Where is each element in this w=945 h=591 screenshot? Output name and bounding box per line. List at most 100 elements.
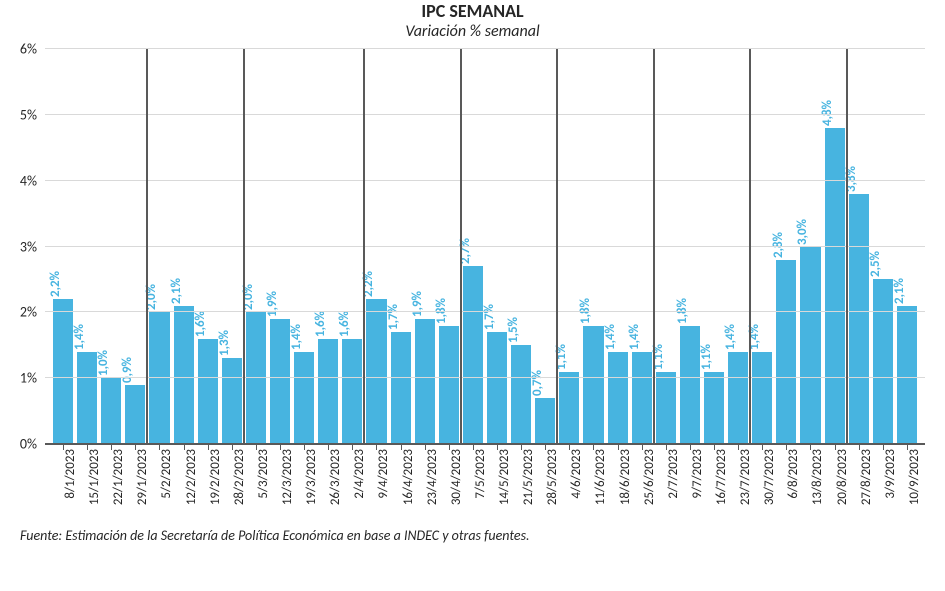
bar-slot: 2,0% (244, 49, 268, 444)
x-tick: 14/5/2023 (485, 445, 509, 527)
bar-slot: 2,8% (774, 49, 798, 444)
bar: 1,7% (391, 332, 411, 444)
gridline (45, 443, 925, 444)
plot-area: 2,2%1,4%1,0%0,9%2,0%2,1%1,6%1,3%2,0%1,9%… (45, 49, 925, 445)
bar: 2,2% (53, 299, 73, 444)
bar-slot: 1,3% (220, 49, 244, 444)
bar-value-label: 1,6% (313, 311, 328, 337)
bar-value-label: 2,2% (48, 271, 63, 297)
bar-value-label: 1,1% (699, 344, 714, 370)
bars: 2,2%1,4%1,0%0,9%2,0%2,1%1,6%1,3%2,0%1,9%… (45, 49, 925, 444)
gridline (45, 180, 925, 181)
bar: 2,0% (149, 312, 169, 444)
bar: 2,2% (366, 299, 386, 444)
bar-value-label: 0,9% (120, 357, 135, 383)
bar-value-label: 2,1% (169, 278, 184, 304)
x-tick: 25/6/2023 (630, 445, 654, 527)
x-tick: 22/1/2023 (99, 445, 123, 527)
bar-slot: 1,4% (726, 49, 750, 444)
bar-value-label: 1,6% (337, 311, 352, 337)
x-tick: 19/3/2023 (292, 445, 316, 527)
bar-value-label: 2,1% (892, 278, 907, 304)
month-separator (556, 49, 558, 444)
bar-slot: 1,9% (268, 49, 292, 444)
bar-value-label: 1,3% (217, 330, 232, 356)
bar: 1,8% (680, 326, 700, 445)
x-tick: 16/4/2023 (389, 445, 413, 527)
bar-value-label: 1,4% (289, 324, 304, 350)
bar-slot: 1,8% (581, 49, 605, 444)
y-tick-label: 6% (20, 41, 45, 58)
x-tick: 27/8/2023 (847, 445, 871, 527)
bar-value-label: 1,0% (96, 350, 111, 376)
month-separator (146, 49, 148, 444)
bar-slot: 1,9% (413, 49, 437, 444)
bar-slot: 2,1% (895, 49, 919, 444)
bar: 4,8% (825, 128, 845, 444)
x-tick: 28/2/2023 (220, 445, 244, 527)
bar-slot: 0,7% (533, 49, 557, 444)
x-tick: 13/8/2023 (798, 445, 822, 527)
month-separator (363, 49, 365, 444)
bar: 1,8% (439, 326, 459, 445)
bar-slot: 1,1% (654, 49, 678, 444)
x-tick: 23/4/2023 (413, 445, 437, 527)
bar: 1,1% (559, 372, 579, 444)
x-axis: 8/1/202315/1/202322/1/202329/1/20235/2/2… (45, 445, 925, 527)
bar-slot: 2,5% (871, 49, 895, 444)
bar-slot: 1,6% (316, 49, 340, 444)
chart-container: IPC SEMANAL Variación % semanal 2,2%1,4%… (0, 0, 945, 591)
bar-value-label: 1,6% (193, 311, 208, 337)
x-tick: 30/4/2023 (437, 445, 461, 527)
bar: 0,7% (535, 398, 555, 444)
month-separator (243, 49, 245, 444)
month-separator (749, 49, 751, 444)
bar-value-label: 1,9% (410, 291, 425, 317)
bar-value-label: 1,4% (603, 324, 618, 350)
chart-title: IPC SEMANAL (0, 0, 945, 22)
x-tick: 9/4/2023 (364, 445, 388, 527)
month-separator (653, 49, 655, 444)
x-tick: 11/6/2023 (581, 445, 605, 527)
bar: 1,9% (270, 319, 290, 444)
x-tick: 10/9/2023 (895, 445, 919, 527)
bar: 1,4% (608, 352, 628, 444)
bar: 1,6% (198, 339, 218, 444)
x-tick: 18/6/2023 (606, 445, 630, 527)
bar-value-label: 1,4% (72, 324, 87, 350)
bar-slot: 1,1% (557, 49, 581, 444)
x-tick: 29/1/2023 (123, 445, 147, 527)
bar-value-label: 1,5% (506, 317, 521, 343)
bar: 2,7% (463, 266, 483, 444)
gridline (45, 311, 925, 312)
x-tick-label: 10/9/2023 (907, 449, 922, 505)
bar-slot: 4,8% (823, 49, 847, 444)
bar: 1,4% (728, 352, 748, 444)
bar-slot: 1,6% (196, 49, 220, 444)
x-tick: 4/6/2023 (557, 445, 581, 527)
bar: 1,1% (704, 372, 724, 444)
bar-slot: 2,7% (461, 49, 485, 444)
bar-value-label: 0,7% (530, 370, 545, 396)
bar: 1,4% (632, 352, 652, 444)
y-tick-label: 2% (20, 304, 45, 321)
bar-value-label: 1,7% (482, 304, 497, 330)
x-tick: 9/7/2023 (678, 445, 702, 527)
y-tick-label: 3% (20, 238, 45, 255)
chart-subtitle: Variación % semanal (0, 22, 945, 41)
bar-slot: 1,4% (606, 49, 630, 444)
bar-slot: 2,2% (364, 49, 388, 444)
bar-slot: 2,2% (51, 49, 75, 444)
bar-value-label: 1,7% (386, 304, 401, 330)
bar-slot: 0,9% (123, 49, 147, 444)
source-note: Fuente: Estimación de la Secretaría de P… (20, 527, 945, 544)
bar: 1,5% (511, 345, 531, 444)
bar-value-label: 1,4% (723, 324, 738, 350)
x-tick: 20/8/2023 (823, 445, 847, 527)
x-tick: 15/1/2023 (75, 445, 99, 527)
bar-slot: 1,1% (702, 49, 726, 444)
x-tick: 26/3/2023 (316, 445, 340, 527)
bar: 2,1% (897, 306, 917, 444)
x-tick: 3/9/2023 (871, 445, 895, 527)
bar: 3,0% (800, 247, 820, 445)
